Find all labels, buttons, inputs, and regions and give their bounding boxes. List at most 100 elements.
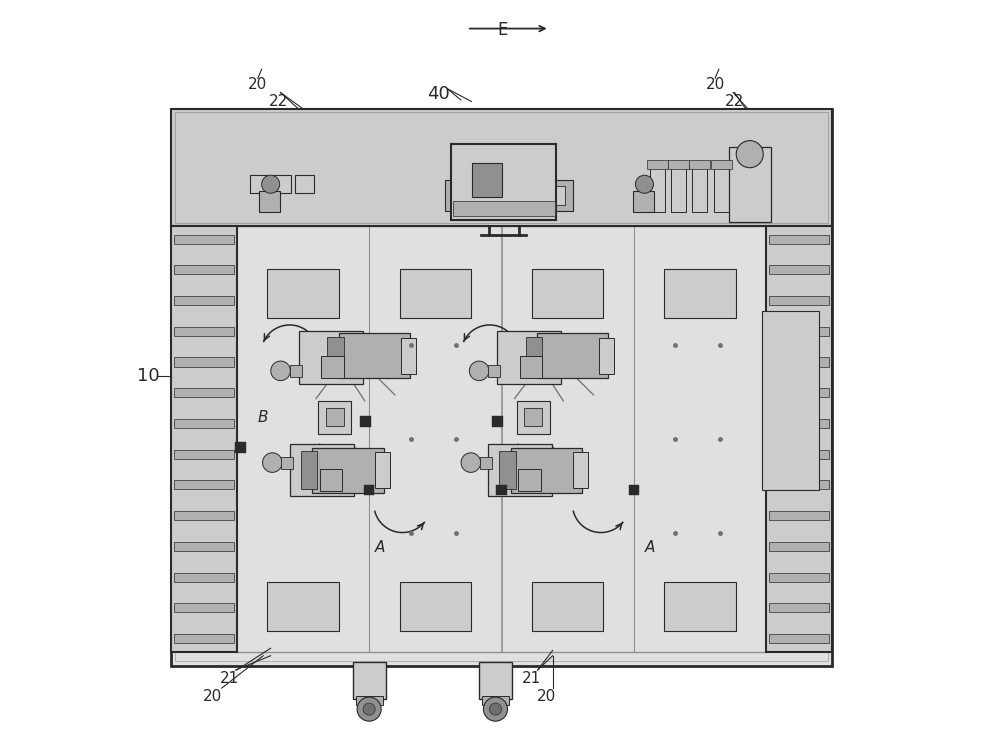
Bar <box>497 331 561 384</box>
Bar <box>174 235 234 244</box>
Text: E: E <box>497 21 507 39</box>
Bar <box>174 327 234 336</box>
Bar <box>769 296 829 305</box>
Bar <box>762 311 819 490</box>
Bar <box>171 109 832 666</box>
Bar <box>766 226 832 652</box>
Bar <box>692 163 707 212</box>
Bar <box>356 696 383 705</box>
Text: 20: 20 <box>705 77 725 92</box>
Bar <box>769 572 829 581</box>
Bar <box>769 603 829 612</box>
Bar <box>769 541 829 550</box>
Bar <box>339 333 410 378</box>
Bar <box>360 417 371 427</box>
Bar <box>174 296 234 305</box>
Text: 10: 10 <box>137 367 159 385</box>
Bar <box>714 163 729 212</box>
Bar <box>174 541 234 550</box>
Bar <box>267 582 339 632</box>
Bar <box>496 485 507 496</box>
Bar <box>769 481 829 490</box>
Bar <box>526 337 542 374</box>
Circle shape <box>363 703 375 715</box>
Bar <box>281 456 293 468</box>
Bar <box>290 444 354 496</box>
Bar <box>769 388 829 397</box>
Bar <box>532 268 603 317</box>
Bar <box>769 450 829 459</box>
Bar <box>650 163 665 212</box>
Bar <box>729 147 771 222</box>
Text: B: B <box>258 410 268 425</box>
Bar <box>532 180 573 211</box>
Bar <box>769 327 829 336</box>
Bar <box>599 338 614 374</box>
Circle shape <box>271 361 290 381</box>
Circle shape <box>635 175 653 193</box>
Bar <box>364 485 374 496</box>
Bar <box>174 572 234 581</box>
Text: 40: 40 <box>427 85 450 103</box>
Bar <box>479 662 512 699</box>
Text: A: A <box>645 540 656 555</box>
Bar <box>174 634 234 643</box>
Bar <box>174 481 234 490</box>
Text: A: A <box>374 540 385 555</box>
Text: 20: 20 <box>248 77 267 92</box>
Bar <box>171 226 237 652</box>
Bar <box>401 338 416 374</box>
Circle shape <box>263 453 282 472</box>
Bar <box>511 447 582 493</box>
Bar <box>769 419 829 428</box>
Bar <box>539 186 550 205</box>
Bar <box>769 634 829 643</box>
Bar <box>664 268 736 317</box>
Circle shape <box>483 697 508 721</box>
Circle shape <box>736 141 763 168</box>
Bar <box>488 365 500 377</box>
Bar <box>468 186 479 205</box>
Bar <box>647 160 668 169</box>
Bar <box>671 163 686 212</box>
Text: B: B <box>530 410 541 425</box>
Bar <box>472 163 502 197</box>
Bar <box>537 333 608 378</box>
Bar <box>770 359 811 374</box>
Bar <box>312 447 384 493</box>
Bar <box>711 160 732 169</box>
Bar <box>171 109 832 226</box>
Bar <box>518 468 541 491</box>
Circle shape <box>461 453 481 472</box>
Bar <box>453 201 555 216</box>
Bar <box>482 696 509 705</box>
Bar <box>235 442 246 453</box>
Bar <box>453 186 464 205</box>
Circle shape <box>262 175 280 193</box>
Bar <box>174 265 234 274</box>
Circle shape <box>489 703 502 715</box>
Text: 22: 22 <box>725 94 744 109</box>
Bar <box>375 452 390 488</box>
Bar <box>318 401 351 434</box>
Bar <box>524 408 542 426</box>
Bar <box>320 468 342 491</box>
Bar <box>445 180 486 211</box>
Bar <box>517 401 550 434</box>
Bar <box>174 388 234 397</box>
Bar <box>520 356 542 378</box>
Text: 20: 20 <box>203 689 222 704</box>
Bar <box>321 356 344 378</box>
Bar <box>769 265 829 274</box>
Bar <box>689 160 710 169</box>
Bar <box>633 191 654 212</box>
Bar <box>174 511 234 520</box>
Bar <box>174 357 234 366</box>
Circle shape <box>469 361 489 381</box>
Bar <box>250 175 268 193</box>
Bar <box>769 511 829 520</box>
Bar <box>480 456 492 468</box>
Bar <box>175 112 828 223</box>
Bar <box>326 408 344 426</box>
Text: 21: 21 <box>522 671 541 686</box>
